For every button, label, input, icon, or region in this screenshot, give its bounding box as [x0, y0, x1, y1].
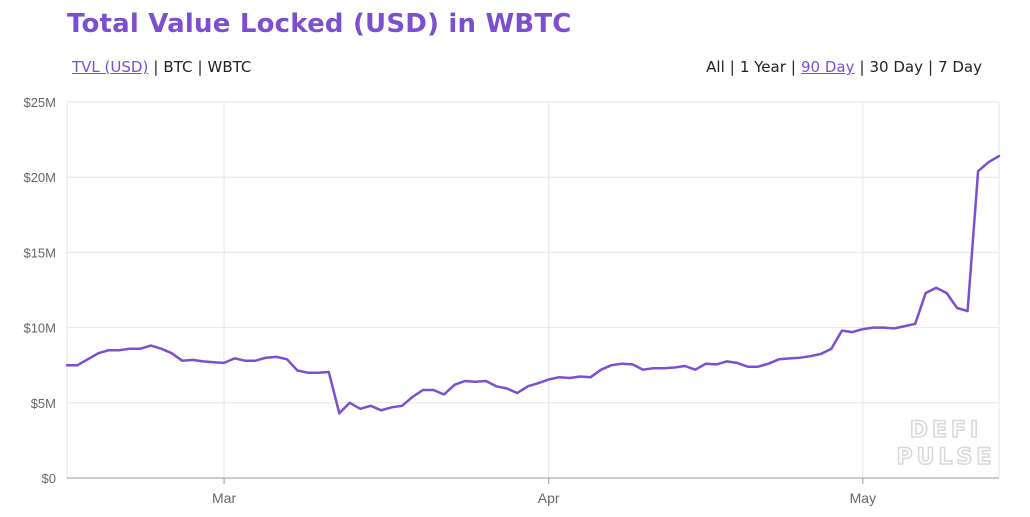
toggle-separator: | — [197, 58, 203, 76]
range-option-30-day[interactable]: 30 Day — [869, 58, 923, 76]
y-tick-label: $15M — [23, 245, 56, 260]
range-option-7-day[interactable]: 7 Day — [938, 58, 982, 76]
toggle-separator: | — [928, 58, 934, 76]
x-tick-label: Apr — [538, 490, 560, 506]
x-tick-label: Mar — [212, 490, 236, 506]
y-tick-label: $5M — [31, 396, 56, 411]
y-tick-label: $0 — [42, 471, 56, 486]
x-tick-label: May — [850, 490, 876, 506]
toggle-separator: | — [729, 58, 735, 76]
y-tick-label: $25M — [23, 95, 56, 110]
toggle-separator: | — [153, 58, 159, 76]
defi-pulse-watermark: DEFI — [910, 418, 983, 443]
y-tick-label: $10M — [23, 321, 56, 336]
y-tick-label: $20M — [23, 170, 56, 185]
toggle-separator: | — [859, 58, 865, 76]
range-toggle: All | 1 Year | 90 Day | 30 Day | 7 Day — [706, 58, 982, 76]
unit-option-wbtc[interactable]: WBTC — [207, 58, 252, 76]
tvl-series-line[interactable] — [65, 154, 1001, 415]
unit-toggle: TVL (USD) | BTC | WBTC — [72, 58, 251, 76]
unit-option-tvl-usd[interactable]: TVL (USD) — [72, 58, 149, 76]
range-option-1-year[interactable]: 1 Year — [739, 58, 786, 76]
range-option-all[interactable]: All — [706, 58, 725, 76]
unit-option-btc[interactable]: BTC — [163, 58, 193, 76]
toggle-separator: | — [790, 58, 796, 76]
chart-title: Total Value Locked (USD) in WBTC — [67, 9, 572, 39]
range-option-90-day[interactable]: 90 Day — [800, 58, 855, 76]
defi-pulse-watermark: PULSE — [897, 445, 996, 470]
